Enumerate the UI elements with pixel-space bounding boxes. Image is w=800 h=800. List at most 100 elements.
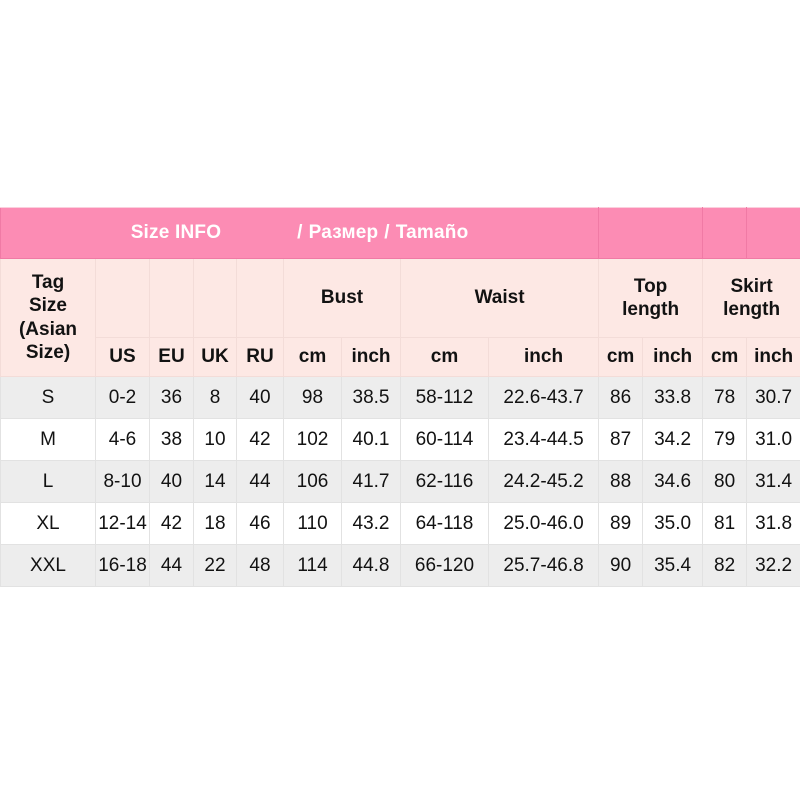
table-header-row: Tag Size (Asian Size) Bust Waist Top len… <box>0 258 800 377</box>
cell-bust-inch: 41.7 <box>341 460 401 503</box>
cell-skirt-inch: 31.4 <box>746 460 800 503</box>
header-top-length: Top length <box>598 258 704 338</box>
title-separator-1: / <box>297 222 303 243</box>
cell-ru: 42 <box>236 418 284 461</box>
header-bust-inch: inch <box>341 337 401 377</box>
cell-top-inch: 34.2 <box>642 418 704 461</box>
cell-top-inch: 35.0 <box>642 502 704 545</box>
header-tag-size-line-4: Size) <box>25 341 71 363</box>
header-blank-eu <box>149 258 194 338</box>
cell-uk: 22 <box>193 544 237 587</box>
cell-skirt-cm: 81 <box>702 502 748 545</box>
cell-size: S <box>0 376 96 419</box>
header-tag-size: Tag Size (Asian Size) <box>0 258 96 377</box>
cell-skirt-inch: 31.8 <box>746 502 800 545</box>
size-chart-container: Size INFO / Размер / Tamaño Tag Size (Asian … <box>0 207 800 587</box>
cell-waist-inch: 23.4-44.5 <box>487 418 600 461</box>
cell-top-inch: 35.4 <box>642 544 704 587</box>
header-us: US <box>95 337 150 377</box>
cell-size: L <box>0 460 96 503</box>
cell-eu: 42 <box>149 502 194 545</box>
size-info-table: Size INFO / Размер / Tamaño Tag Size (Asian … <box>0 207 800 587</box>
header-tag-size-line-1: Tag <box>31 272 65 294</box>
title-row-filler-skirt-cm <box>702 207 748 259</box>
cell-top-cm: 90 <box>598 544 644 587</box>
header-waist: Waist <box>399 258 600 338</box>
header-skirt-length: Skirt length <box>702 258 800 338</box>
title-label-en: Size INFO <box>130 222 222 243</box>
header-top-length-line-2: length <box>622 299 680 320</box>
size-info-title: Size INFO / Размер / Tamaño <box>0 207 600 259</box>
cell-uk: 18 <box>193 502 237 545</box>
table-row: XXL 16-18 44 22 48 114 44.8 66-120 25.7-… <box>0 544 800 587</box>
size-info-title-row: Size INFO / Размер / Tamaño <box>0 207 800 259</box>
cell-uk: 10 <box>193 418 237 461</box>
table-row: M 4-6 38 10 42 102 40.1 60-114 23.4-44.5… <box>0 418 800 461</box>
title-row-filler-skirt-inch <box>746 207 800 259</box>
cell-waist-inch: 25.0-46.0 <box>487 502 600 545</box>
title-label-ru: Размер <box>308 222 379 243</box>
header-blank-uk <box>193 258 237 338</box>
cell-bust-inch: 38.5 <box>341 376 401 419</box>
header-bust-cm: cm <box>283 337 342 377</box>
header-ru: RU <box>236 337 284 377</box>
header-skirt-length-line-2: length <box>723 299 781 320</box>
cell-top-cm: 89 <box>598 502 644 545</box>
header-blank-ru <box>236 258 284 338</box>
cell-skirt-cm: 78 <box>702 376 748 419</box>
header-blank-us <box>95 258 150 338</box>
cell-top-inch: 34.6 <box>642 460 704 503</box>
cell-us: 16-18 <box>95 544 150 587</box>
cell-size: M <box>0 418 96 461</box>
cell-waist-cm: 64-118 <box>400 502 489 545</box>
header-eu: EU <box>149 337 194 377</box>
cell-skirt-cm: 80 <box>702 460 748 503</box>
table-row: L 8-10 40 14 44 106 41.7 62-116 24.2-45.… <box>0 460 800 503</box>
cell-bust-cm: 102 <box>283 418 342 461</box>
table-subheader-row: US EU UK RU cm inch cm inch cm inch cm i… <box>1 337 800 377</box>
header-skirt-cm: cm <box>702 337 748 377</box>
cell-skirt-cm: 82 <box>702 544 748 587</box>
cell-skirt-cm: 79 <box>702 418 748 461</box>
cell-size: XL <box>0 502 96 545</box>
cell-uk: 14 <box>193 460 237 503</box>
cell-waist-cm: 62-116 <box>400 460 489 503</box>
cell-bust-cm: 110 <box>283 502 342 545</box>
cell-bust-inch: 40.1 <box>341 418 401 461</box>
cell-skirt-inch: 32.2 <box>746 544 800 587</box>
header-uk: UK <box>193 337 237 377</box>
cell-size: XXL <box>0 544 96 587</box>
header-top-cm: cm <box>598 337 644 377</box>
header-bust: Bust <box>283 258 401 338</box>
cell-waist-cm: 66-120 <box>400 544 489 587</box>
cell-waist-cm: 58-112 <box>400 376 489 419</box>
cell-eu: 38 <box>149 418 194 461</box>
cell-bust-cm: 98 <box>283 376 342 419</box>
header-waist-cm: cm <box>400 337 489 377</box>
title-label-es: Tamaño <box>395 222 469 243</box>
cell-bust-cm: 114 <box>283 544 342 587</box>
cell-eu: 44 <box>149 544 194 587</box>
cell-uk: 8 <box>193 376 237 419</box>
cell-top-cm: 87 <box>598 418 644 461</box>
cell-top-cm: 88 <box>598 460 644 503</box>
cell-ru: 46 <box>236 502 284 545</box>
header-top-inch: inch <box>642 337 704 377</box>
cell-us: 8-10 <box>95 460 150 503</box>
cell-bust-inch: 44.8 <box>341 544 401 587</box>
cell-waist-cm: 60-114 <box>400 418 489 461</box>
cell-skirt-inch: 31.0 <box>746 418 800 461</box>
cell-ru: 48 <box>236 544 284 587</box>
header-tag-size-line-3: (Asian <box>18 318 78 340</box>
cell-top-cm: 86 <box>598 376 644 419</box>
table-row: XL 12-14 42 18 46 110 43.2 64-118 25.0-4… <box>0 502 800 545</box>
header-waist-inch: inch <box>487 337 600 377</box>
title-separator-2: / <box>384 222 390 243</box>
header-skirt-inch: inch <box>746 337 800 377</box>
cell-us: 12-14 <box>95 502 150 545</box>
cell-us: 0-2 <box>95 376 150 419</box>
cell-top-inch: 33.8 <box>642 376 704 419</box>
header-top-length-line-1: Top <box>633 275 668 297</box>
header-tag-size-line-2: Size <box>28 295 68 317</box>
cell-waist-inch: 25.7-46.8 <box>487 544 600 587</box>
